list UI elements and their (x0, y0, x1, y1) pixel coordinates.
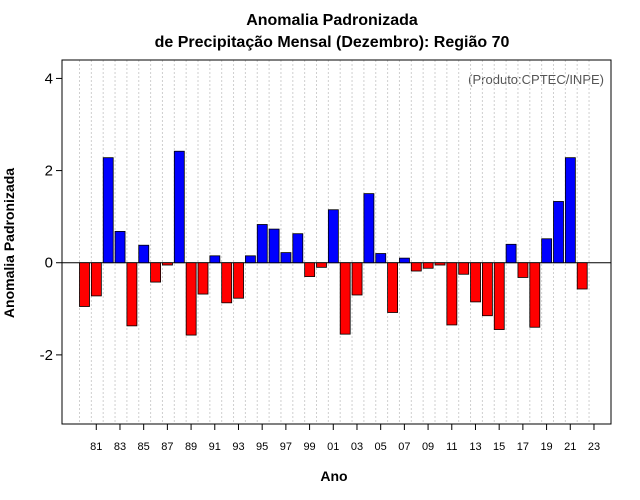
bar-2003 (351, 262, 363, 296)
y-tick-label: 0 (45, 255, 53, 272)
x-tick-label: 23 (588, 441, 600, 453)
bars (79, 150, 588, 336)
bar-2007 (399, 257, 410, 264)
bar-2005 (375, 253, 387, 264)
bar-2008 (410, 262, 422, 272)
x-axis: 81 83 85 87 89 91 93 95 97 99 01 03 05 07 09 11 13 15 17 19… (90, 424, 600, 453)
x-tick-label: 13 (469, 441, 481, 453)
bar-2006 (387, 262, 399, 313)
x-tick-label: 15 (493, 441, 505, 453)
bar-2018 (529, 262, 541, 328)
bar-1982 (102, 157, 114, 264)
x-tick-label: 85 (138, 441, 150, 453)
x-tick-label: 21 (564, 441, 576, 453)
bar-2004 (363, 193, 375, 264)
bar-1995 (256, 224, 268, 264)
y-axis-label: Anomalia Padronizada (1, 168, 17, 318)
chart-title: Anomalia Padronizada (246, 12, 418, 29)
x-tick-label: 01 (327, 441, 339, 453)
bar-2015 (493, 262, 505, 330)
x-tick-label: 83 (114, 441, 126, 453)
bar-2013 (470, 262, 481, 303)
bar-2017 (517, 262, 529, 278)
y-tick-label: 4 (45, 70, 53, 87)
bar-1984 (126, 262, 138, 327)
bar-1994 (244, 255, 256, 264)
bar-2009 (422, 262, 434, 269)
x-tick-label: 87 (161, 441, 173, 453)
bar-1990 (197, 262, 209, 295)
bar-1991 (209, 255, 221, 264)
bar-1986 (150, 262, 162, 283)
x-tick-label: 09 (422, 441, 434, 453)
x-tick-label: 11 (446, 441, 457, 453)
x-tick-label: 93 (232, 441, 244, 453)
bar-1993 (233, 262, 244, 299)
bar-2010 (434, 262, 446, 266)
y-tick-label: -2 (40, 347, 53, 364)
x-tick-label: 05 (375, 441, 387, 453)
bar-2001 (327, 209, 339, 264)
bar-1987 (162, 262, 173, 266)
x-axis-label: Ano (320, 468, 347, 484)
bar-1980 (79, 262, 90, 307)
x-tick-label: 81 (90, 441, 102, 453)
bar-2019 (541, 238, 553, 264)
x-tick-label: 17 (517, 441, 529, 453)
x-tick-label: 07 (398, 441, 410, 453)
bar-2000 (316, 262, 327, 268)
bar-1981 (90, 262, 102, 297)
bar-2020 (553, 201, 564, 264)
y-axis: -2 0 2 4 (40, 70, 62, 364)
bar-2021 (564, 157, 576, 264)
y-tick-label: 2 (45, 163, 53, 180)
bar-1989 (185, 262, 197, 336)
bar-1988 (173, 150, 185, 264)
x-tick-label: 89 (185, 441, 197, 453)
bar-2002 (339, 262, 351, 335)
plot-frame (61, 59, 612, 425)
bar-2022 (576, 262, 588, 290)
bar-1985 (138, 244, 150, 264)
x-tick-label: 97 (280, 441, 292, 453)
bar-1997 (280, 252, 292, 264)
bar-1996 (268, 228, 280, 264)
bar-2014 (481, 262, 493, 317)
x-tick-label: 95 (256, 441, 268, 453)
x-tick-label: 19 (540, 441, 552, 453)
bar-1983 (114, 231, 126, 264)
credit-label: (Produto:CPTEC/INPE) (468, 72, 604, 87)
x-tick-label: 03 (351, 441, 363, 453)
chart-subtitle: de Precipitação Mensal (Dezembro): Regiã… (155, 34, 510, 51)
bar-1998 (292, 233, 304, 264)
bar-1992 (221, 262, 233, 304)
bar-2016 (505, 243, 517, 264)
x-tick-label: 91 (209, 441, 221, 453)
bar-2012 (458, 262, 470, 275)
bar-2011 (446, 262, 458, 326)
x-tick-label: 99 (303, 441, 315, 453)
bar-1999 (304, 262, 316, 277)
